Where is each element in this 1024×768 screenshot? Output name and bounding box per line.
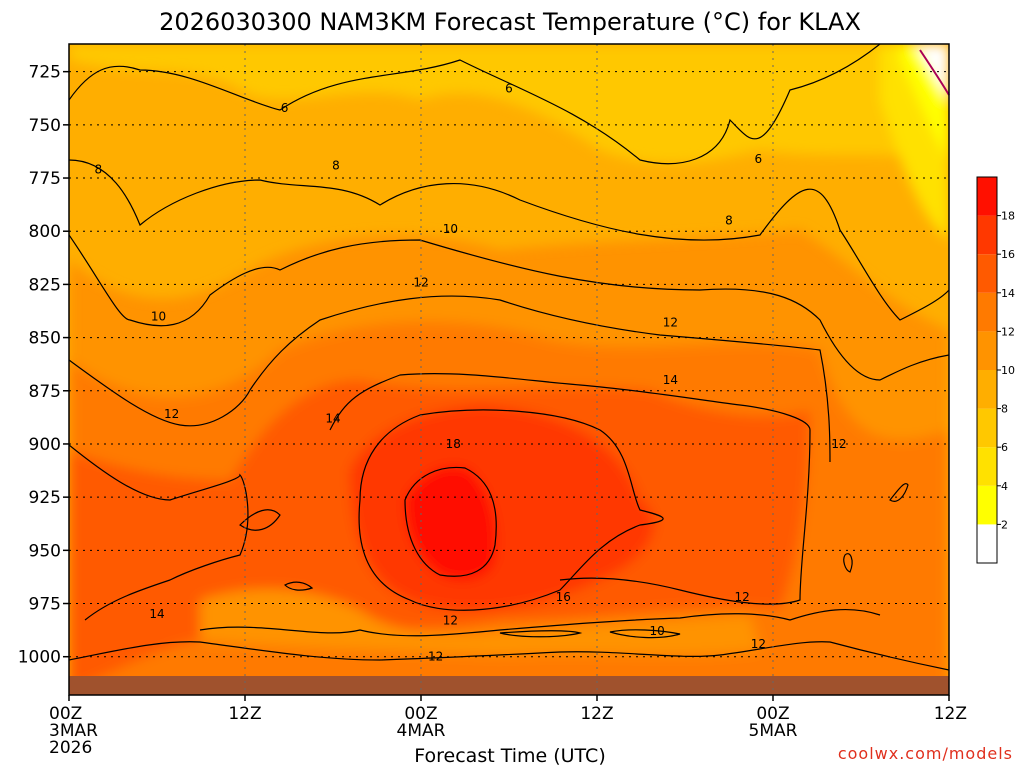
contour-value-label: 12 [735,590,750,604]
freezing-line [919,49,950,96]
contour-value-label: 8 [332,158,340,172]
y-tick-label: 950 [29,541,61,561]
temperature-field [69,44,949,695]
contour-value-labels: 6 6 6 8 8 8 10 10 10 12 12 12 12 12 12 12 12 14 14 14 16 18 [95,82,847,664]
x-tick-label: 2026 [49,738,92,758]
colorbar-tick-label: 6 [1001,441,1008,454]
y-tick-label: 825 [29,275,61,295]
x-tick-label: 00Z [49,704,82,724]
colorbar-tick-label: 18 [1001,210,1015,223]
contour-value-label: 14 [149,607,164,621]
colorbar-tick-label: 10 [1001,364,1015,377]
contour-value-label: 12 [413,275,428,289]
colorbar-swatch [977,292,997,332]
y-tick-label: 850 [29,329,61,349]
y-tick-label: 975 [29,595,61,615]
credit-text: coolwx.com/models [838,744,1013,763]
colorbar-swatch [977,215,997,255]
contour-value-label: 6 [281,101,289,115]
chart-title: 2026030300 NAM3KM Forecast Temperature (… [159,8,861,36]
x-tick-label: 12Z [934,704,967,724]
colorbar-legend: 2 4 6 8 10 12 14 16 18 [976,176,1015,564]
contour-value-label: 10 [443,222,458,236]
y-tick-label: 800 [29,222,61,242]
contour-value-label: 12 [443,614,458,628]
x-tick-label: 00Z [756,704,789,724]
y-axis-ticks: 725 750 775 800 825 850 875 900 925 950 975 1000 [18,63,69,668]
x-tick-label: 5MAR [749,721,798,741]
colorbar-swatch [977,447,997,486]
colorbar-tick-label: 8 [1001,403,1008,416]
colorbar-swatch [977,254,997,293]
x-axis-label: Forecast Time (UTC) [414,745,605,767]
contour-lines [69,44,949,671]
contour-value-label: 10 [151,309,166,323]
x-tick-label: 4MAR [397,721,446,741]
y-tick-label: 925 [29,488,61,508]
contour-value-label: 6 [505,82,513,96]
colorbar-swatch [977,331,997,370]
y-tick-label: 875 [29,382,61,402]
contour-value-label: 10 [649,624,664,638]
plot-frame [68,43,950,696]
contour-value-label: 12 [831,437,846,451]
contour-value-label: 18 [446,437,461,451]
contour-value-label: 12 [751,637,766,651]
contour-value-label: 12 [428,650,443,664]
contour-value-label: 16 [556,590,571,604]
colorbar-tick-label: 12 [1001,325,1015,338]
y-tick-label: 900 [29,435,61,455]
colorbar-swatch [977,524,997,563]
x-tick-label: 00Z [404,704,437,724]
contour-value-label: 12 [663,316,678,330]
x-tick-label: 3MAR [49,721,98,741]
contour-value-label: 14 [663,373,678,387]
colorbar-swatch [977,370,997,409]
x-tick-label: 12Z [228,704,261,724]
contour-value-label: 12 [164,407,179,421]
colorbar-tick-label: 14 [1001,287,1015,300]
x-tick-label: 12Z [580,704,613,724]
y-tick-label: 775 [29,169,61,189]
contour-value-label: 8 [725,214,733,228]
colorbar-swatch [977,485,997,525]
contour-value-label: 6 [755,152,763,166]
colorbar-swatch [977,177,997,216]
colorbar-tick-label: 2 [1001,518,1008,531]
y-tick-label: 725 [29,63,61,83]
surface-bar [69,676,949,695]
colorbar-swatch [977,408,997,448]
colorbar-tick-label: 4 [1001,480,1008,493]
contour-value-label: 14 [325,411,340,425]
contour-value-label: 8 [95,163,103,177]
colorbar-tick-label: 16 [1001,248,1015,261]
y-tick-label: 750 [29,116,61,136]
y-tick-label: 1000 [18,648,61,668]
